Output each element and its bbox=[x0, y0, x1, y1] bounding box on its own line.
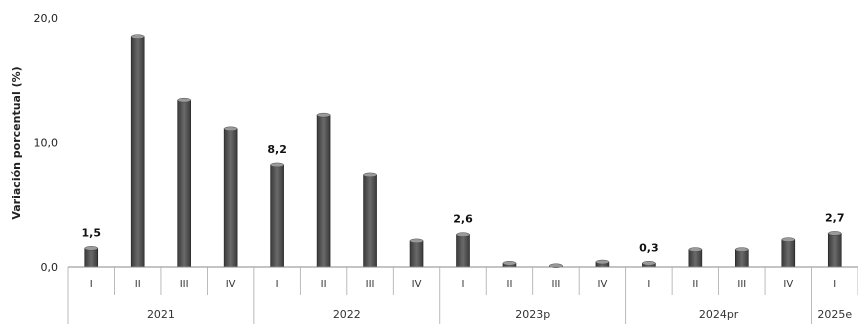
y-tick-label: 20,0 bbox=[34, 12, 59, 25]
bar-cap bbox=[409, 238, 424, 244]
bar-cap bbox=[688, 247, 703, 252]
quarter-label: II bbox=[692, 279, 698, 290]
year-label: 2023p bbox=[515, 308, 550, 321]
bar-cap bbox=[363, 172, 377, 178]
quarter-label: IV bbox=[412, 279, 422, 290]
bar-cap bbox=[828, 231, 842, 236]
bar bbox=[223, 128, 238, 268]
bar-cap bbox=[456, 232, 470, 237]
quarter-label: II bbox=[507, 279, 513, 290]
quarter-label: III bbox=[552, 279, 561, 290]
data-label: 2,7 bbox=[825, 211, 845, 224]
bar-cap bbox=[177, 97, 191, 103]
year-label: 2022 bbox=[333, 308, 361, 321]
bar bbox=[270, 164, 284, 268]
quarter-label: I bbox=[833, 279, 836, 290]
quarter-label: I bbox=[90, 279, 93, 290]
quarter-label: III bbox=[180, 279, 189, 290]
y-axis-label: Variación porcentual (%) bbox=[10, 66, 23, 219]
quarter-label: IV bbox=[226, 279, 236, 290]
year-label: 2025e bbox=[817, 308, 852, 321]
bar-cap bbox=[270, 162, 284, 168]
year-label: 2021 bbox=[147, 308, 175, 321]
bar bbox=[363, 174, 377, 268]
bar bbox=[409, 240, 424, 268]
bar-cap bbox=[316, 112, 331, 118]
bar-cap bbox=[502, 261, 517, 266]
bar-cap bbox=[781, 237, 795, 242]
bars-group bbox=[84, 34, 842, 268]
data-label: 1,5 bbox=[81, 226, 101, 239]
quarter-label: IV bbox=[783, 279, 793, 290]
y-tick-label: 0,0 bbox=[41, 261, 59, 274]
data-label: 8,2 bbox=[267, 143, 287, 156]
data-labels: 1,5 8,2 2,6 0,3 2,7 bbox=[81, 143, 844, 254]
year-label: 2024pr bbox=[699, 308, 739, 321]
bar bbox=[130, 36, 145, 268]
y-tick-label: 10,0 bbox=[34, 137, 59, 150]
bar bbox=[735, 249, 749, 268]
quarter-label: III bbox=[366, 279, 375, 290]
y-axis-ticks: 0,0 10,0 20,0 bbox=[34, 12, 59, 274]
quarter-label: III bbox=[737, 279, 746, 290]
bar-cap bbox=[131, 34, 145, 39]
data-label: 0,3 bbox=[639, 241, 659, 254]
quarter-label: II bbox=[135, 279, 141, 290]
bar-cap bbox=[642, 261, 656, 266]
bar-cap bbox=[223, 126, 238, 132]
bar bbox=[84, 248, 99, 268]
bar bbox=[827, 233, 842, 268]
quarter-label: IV bbox=[598, 279, 608, 290]
quarter-label: I bbox=[462, 279, 465, 290]
bar bbox=[316, 114, 331, 268]
quarter-label: I bbox=[647, 279, 650, 290]
quarter-label: I bbox=[276, 279, 279, 290]
bar-cap bbox=[84, 246, 98, 251]
bar bbox=[688, 249, 703, 268]
bar-cap bbox=[595, 259, 610, 265]
bar bbox=[456, 234, 470, 268]
bar bbox=[177, 99, 191, 268]
bar-cap bbox=[735, 247, 749, 252]
quarter-label: II bbox=[321, 279, 327, 290]
bar bbox=[781, 239, 796, 268]
data-label: 2,6 bbox=[453, 213, 473, 226]
